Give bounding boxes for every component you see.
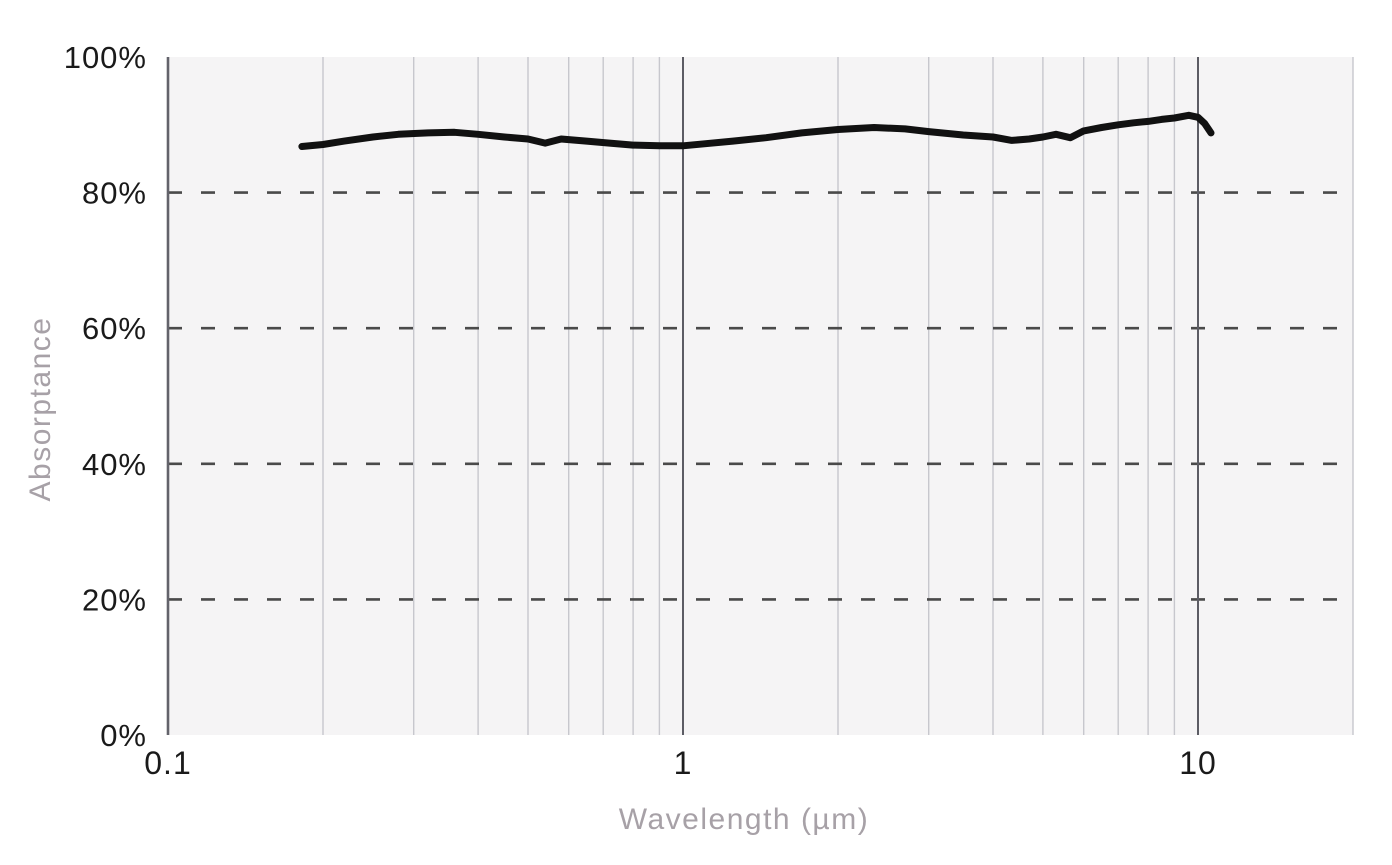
x-tick-label: 10 [1179, 745, 1217, 781]
x-tick-label: 1 [674, 745, 693, 781]
y-tick-label: 40% [82, 447, 147, 482]
y-tick-label: 0% [100, 718, 147, 753]
plot-area-background [168, 57, 1353, 735]
y-tick-label: 20% [82, 582, 147, 617]
y-tick-label: 100% [64, 40, 147, 75]
series-line [298, 111, 1215, 150]
y-tick-label: 60% [82, 311, 147, 346]
x-tick-label: 0.1 [144, 745, 191, 781]
y-tick-label: 80% [82, 176, 147, 211]
